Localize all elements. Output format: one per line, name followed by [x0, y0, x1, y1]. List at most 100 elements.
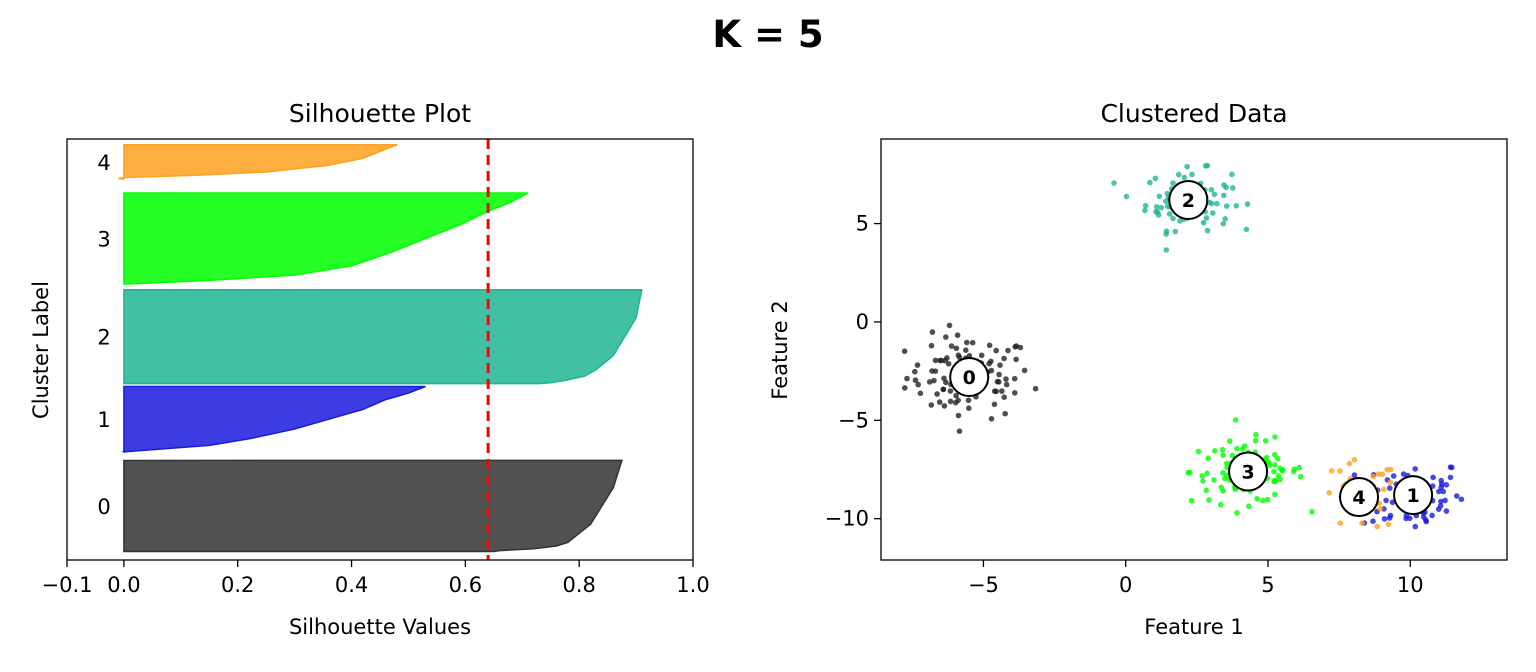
scatter-point-cluster-2 — [1170, 215, 1176, 222]
scatter-point-cluster-4 — [1385, 521, 1392, 528]
scatter-point-cluster-0 — [986, 342, 993, 349]
scatter-point-cluster-1 — [1440, 488, 1447, 495]
scatter-y-tick-label: 0 — [856, 310, 869, 334]
scatter-xlabel: Feature 1 — [1144, 615, 1243, 639]
scatter-point-cluster-0 — [947, 398, 954, 405]
scatter-ticks: −5 0 5 10−10−505 — [825, 212, 1424, 597]
scatter-point-cluster-0 — [991, 388, 998, 395]
silhouette-axes-frame — [66, 138, 694, 561]
scatter-point-cluster-0 — [929, 368, 935, 374]
scatter-point-cluster-0 — [932, 357, 939, 364]
scatter-point-cluster-4 — [1346, 460, 1353, 467]
scatter-point-cluster-0 — [904, 375, 910, 382]
scatter-point-cluster-1 — [1429, 512, 1435, 519]
scatter-x-tick-label: 5 — [1261, 573, 1274, 597]
scatter-point-cluster-0 — [928, 342, 935, 349]
scatter-point-cluster-3 — [1204, 470, 1210, 477]
scatter-ylabel: Feature 2 — [768, 300, 792, 399]
scatter-point-cluster-0 — [996, 371, 1002, 378]
scatter-point-cluster-2 — [1181, 174, 1188, 181]
scatter-point-cluster-3 — [1220, 452, 1226, 459]
scatter-point-cluster-3 — [1234, 510, 1240, 516]
scatter-point-cluster-2 — [1220, 220, 1227, 227]
scatter-point-cluster-4 — [1326, 490, 1332, 496]
scatter-point-cluster-3 — [1219, 446, 1226, 453]
scatter-point-cluster-2 — [1175, 171, 1182, 178]
scatter-point-cluster-1 — [1443, 482, 1450, 488]
scatter-point-cluster-0 — [988, 416, 995, 422]
scatter-point-cluster-2 — [1172, 228, 1179, 235]
scatter-point-cluster-4 — [1370, 473, 1376, 480]
scatter-point-cluster-2 — [1204, 162, 1211, 169]
scatter-point-cluster-1 — [1351, 472, 1358, 478]
scatter-x-tick-label: −5 — [968, 573, 999, 597]
scatter-point-cluster-2 — [1244, 201, 1251, 207]
scatter-point-cluster-0 — [955, 397, 961, 404]
scatter-point-cluster-0 — [945, 361, 952, 367]
scatter-point-cluster-2 — [1163, 198, 1169, 204]
scatter-point-cluster-1 — [1437, 503, 1444, 509]
scatter-point-cluster-3 — [1291, 466, 1298, 473]
scatter-point-cluster-0 — [1032, 385, 1039, 392]
scatter-point-cluster-0 — [956, 428, 963, 435]
scatter-point-cluster-3 — [1297, 473, 1304, 480]
scatter-point-cluster-1 — [1430, 474, 1436, 481]
scatter-point-cluster-2 — [1233, 203, 1240, 209]
scatter-point-cluster-4 — [1374, 523, 1380, 530]
scatter-point-cluster-3 — [1246, 503, 1252, 510]
scatter-point-cluster-0 — [1012, 390, 1018, 396]
scatter-point-cluster-3 — [1199, 473, 1205, 479]
scatter-point-cluster-0 — [912, 377, 919, 384]
scatter-point-cluster-0 — [955, 412, 962, 419]
cluster-center-2 — [1168, 179, 1209, 220]
scatter-point-cluster-3 — [1232, 417, 1239, 423]
scatter-point-cluster-3 — [1205, 455, 1211, 462]
scatter-point-cluster-0 — [926, 379, 933, 385]
scatter-point-cluster-0 — [936, 399, 943, 405]
scatter-point-cluster-2 — [1200, 219, 1207, 226]
scatter-point-cluster-3 — [1262, 438, 1269, 444]
scatter-point-cluster-0 — [915, 381, 921, 388]
scatter-point-cluster-3 — [1272, 478, 1279, 484]
silhouette-xlabel: Silhouette Values — [289, 615, 471, 639]
scatter-point-cluster-3 — [1296, 464, 1302, 471]
scatter-point-cluster-0 — [1001, 355, 1007, 362]
scatter-point-cluster-0 — [964, 339, 970, 346]
scatter-point-cluster-3 — [1275, 455, 1281, 462]
scatter-point-cluster-3 — [1277, 476, 1283, 483]
scatter-point-cluster-0 — [901, 348, 908, 355]
scatter-point-cluster-3 — [1200, 478, 1206, 484]
cluster-center-0 — [949, 357, 990, 398]
silhouette-x-tick-label: −0.1 — [42, 573, 93, 597]
silhouette-band-3 — [122, 192, 529, 285]
scatter-point-cluster-3 — [1272, 434, 1278, 440]
scatter-point-cluster-0 — [978, 352, 985, 359]
scatter-point-cluster-4 — [1379, 471, 1386, 478]
cluster-center-label-3: 3 — [1241, 461, 1254, 483]
scatter-point-cluster-0 — [937, 357, 943, 364]
scatter-point-cluster-3 — [1254, 496, 1260, 502]
scatter-point-cluster-0 — [1011, 375, 1018, 382]
scatter-point-cluster-2 — [1163, 231, 1169, 237]
scatter-point-cluster-2 — [1230, 185, 1236, 191]
scatter-point-cluster-1 — [1381, 516, 1388, 522]
figure-title: K = 5 — [712, 13, 823, 56]
scatter-point-cluster-2 — [1142, 207, 1148, 214]
scatter-point-cluster-2 — [1147, 179, 1153, 186]
scatter-point-cluster-1 — [1442, 497, 1448, 504]
scatter-point-cluster-2 — [1153, 204, 1160, 210]
scatter-point-cluster-0 — [942, 357, 948, 364]
scatter-point-cluster-0 — [934, 391, 940, 397]
scatter-point-cluster-2 — [1189, 171, 1195, 178]
silhouette-x-tick-label: 0.2 — [221, 573, 254, 597]
scatter-point-cluster-2 — [1203, 215, 1210, 221]
scatter-point-cluster-4 — [1384, 466, 1390, 473]
scatter-point-cluster-2 — [1204, 227, 1211, 234]
scatter-point-cluster-3 — [1264, 496, 1271, 503]
scatter-point-cluster-1 — [1387, 485, 1393, 491]
silhouette-ylabel: Cluster Label — [29, 281, 53, 419]
scatter-title: Clustered Data — [1100, 99, 1287, 128]
scatter-point-cluster-3 — [1271, 468, 1277, 475]
scatter-point-cluster-3 — [1224, 460, 1230, 467]
scatter-point-cluster-0 — [988, 358, 994, 365]
